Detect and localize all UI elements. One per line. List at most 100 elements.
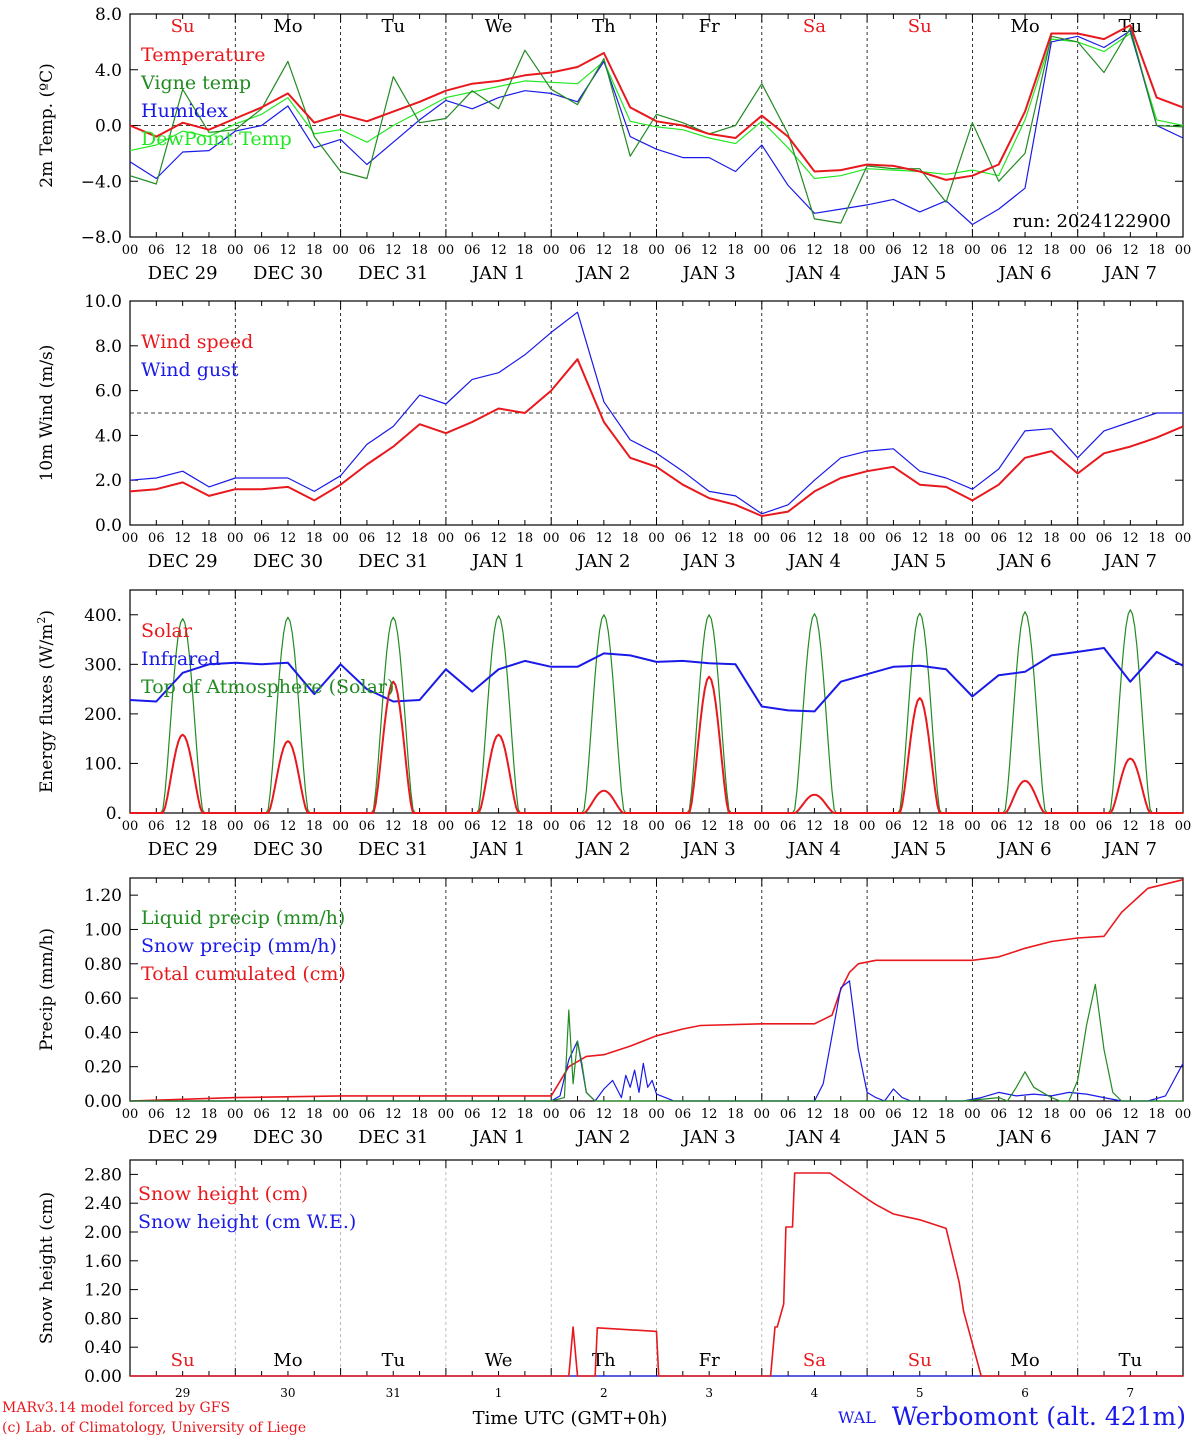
hour-label: 18	[1043, 1107, 1060, 1122]
hour-label: 18	[1043, 819, 1060, 834]
series-line	[130, 675, 1183, 814]
hour-label: 00	[859, 1107, 876, 1122]
hour-label: 06	[990, 819, 1007, 834]
date-label: JAN 6	[996, 551, 1051, 572]
y-tick-label: −8.0	[81, 228, 122, 248]
date-label: JAN 2	[575, 839, 630, 860]
weekday-label: Th	[592, 16, 616, 37]
hour-label: 00	[964, 819, 981, 834]
hour-label: 00	[332, 819, 349, 834]
hour-label: 18	[201, 819, 218, 834]
series-line	[129, 24, 1184, 181]
hour-label: 00	[648, 243, 665, 258]
legend-entry: Humidex	[141, 100, 228, 122]
hour-label: 00	[332, 243, 349, 258]
y-axis-title: 10m Wind (m/s)	[37, 345, 57, 482]
hour-label: 00	[754, 243, 771, 258]
weekday-label: Tu	[381, 16, 405, 37]
hour-label: 00	[754, 1107, 771, 1122]
date-label: DEC 29	[148, 839, 218, 860]
hour-label: 06	[148, 819, 165, 834]
y-tick-label: 10.0	[84, 292, 122, 312]
hour-label: 00	[1175, 819, 1192, 834]
hour-label: 18	[201, 243, 218, 258]
hour-label: 00	[227, 531, 244, 546]
date-label: JAN 2	[575, 263, 630, 284]
weekday-label: Mo	[273, 1350, 302, 1371]
hour-label: 12	[490, 1107, 507, 1122]
date-label: JAN 7	[1102, 1127, 1157, 1148]
date-label: DEC 31	[358, 1127, 428, 1148]
hour-label: 18	[1043, 243, 1060, 258]
hour-label: 06	[569, 819, 586, 834]
hour-label: 00	[438, 1107, 455, 1122]
hour-label: 18	[833, 531, 850, 546]
y-tick-label: 0.40	[84, 1023, 122, 1043]
hour-label: 12	[280, 1107, 297, 1122]
legend-entry: Snow precip (mm/h)	[141, 935, 337, 957]
hour-label: 00	[227, 819, 244, 834]
hour-label: 18	[833, 1107, 850, 1122]
date-label: DEC 30	[253, 1127, 323, 1148]
weekday-label: Su	[908, 1350, 932, 1371]
hour-label: 18	[1148, 819, 1165, 834]
hour-label: 12	[280, 819, 297, 834]
date-label: DEC 30	[253, 263, 323, 284]
hour-label: 12	[806, 1107, 823, 1122]
legend-entry: Wind speed	[141, 331, 253, 353]
hour-label: 06	[148, 531, 165, 546]
date-label: JAN 2	[575, 551, 630, 572]
hour-label: 12	[911, 819, 928, 834]
hour-label: 12	[385, 531, 402, 546]
y-axis-title: Snow height (cm)	[37, 1192, 57, 1344]
hour-label: 18	[727, 1107, 744, 1122]
hour-label: 18	[517, 243, 534, 258]
hour-label: 06	[464, 819, 481, 834]
hour-label: 06	[885, 531, 902, 546]
hour-label: 18	[411, 819, 428, 834]
hour-label: 12	[596, 531, 613, 546]
hour-label: 12	[385, 819, 402, 834]
hour-label: 00	[122, 243, 139, 258]
hour-label: 06	[780, 1107, 797, 1122]
weekday-label: Mo	[1010, 1350, 1039, 1371]
hour-label: 00	[543, 243, 560, 258]
hour-label: 18	[727, 531, 744, 546]
date-label: JAN 4	[786, 1127, 841, 1148]
hour-label: 18	[306, 243, 323, 258]
legend-entry: Temperature	[141, 44, 265, 66]
hour-label: 06	[1096, 819, 1113, 834]
date-label: DEC 31	[358, 839, 428, 860]
hour-label: 18	[517, 1107, 534, 1122]
hour-label: 00	[438, 531, 455, 546]
y-axis-title: Precip (mm/h)	[37, 928, 57, 1051]
date-label: JAN 3	[681, 1127, 736, 1148]
date-label: JAN 2	[575, 1127, 630, 1148]
hour-label: 12	[806, 243, 823, 258]
y-tick-label: 1.20	[84, 886, 122, 906]
legend-entry: Total cumulated (cm)	[141, 963, 346, 985]
hour-label: 06	[675, 1107, 692, 1122]
hour-label: 12	[1122, 531, 1139, 546]
hour-label: 18	[938, 1107, 955, 1122]
hour-label: 18	[622, 1107, 639, 1122]
hour-label: 18	[938, 243, 955, 258]
y-tick-label: 8.0	[95, 337, 122, 357]
legend-entry: Solar	[141, 620, 193, 642]
weekday-label: Fr	[699, 16, 720, 37]
day-number: 4	[811, 1386, 819, 1400]
hour-label: 06	[253, 243, 270, 258]
date-label: JAN 6	[996, 263, 1051, 284]
hour-label: 06	[148, 243, 165, 258]
series-line	[129, 311, 1183, 515]
hour-label: 12	[596, 243, 613, 258]
hour-label: 00	[332, 1107, 349, 1122]
hour-label: 06	[675, 243, 692, 258]
hour-label: 06	[885, 1107, 902, 1122]
date-label: JAN 6	[996, 1127, 1051, 1148]
weekday-label: We	[485, 16, 513, 37]
day-number: 5	[916, 1386, 924, 1400]
hour-label: 12	[174, 531, 191, 546]
panel-frame	[129, 589, 1184, 814]
